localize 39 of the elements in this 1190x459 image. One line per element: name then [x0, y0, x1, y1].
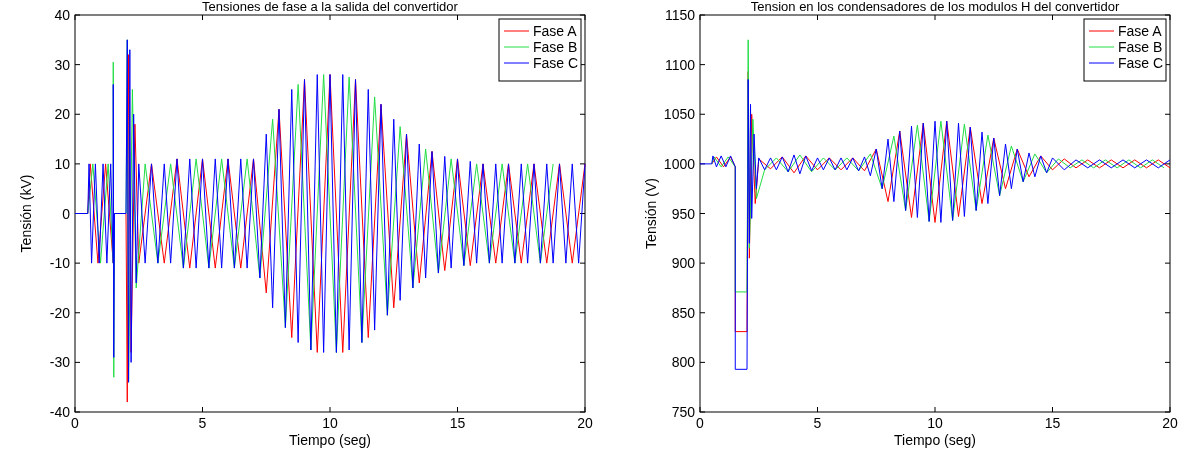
line-series	[699, 79, 1171, 370]
legend-label: Fase B	[533, 39, 578, 55]
x-tick-label: 20	[1162, 415, 1178, 431]
y-tick-label: 1150	[664, 7, 696, 23]
x-tick-label: 5	[198, 415, 207, 431]
y-tick-label: 20	[54, 106, 71, 123]
y-tick-label: 800	[671, 354, 696, 371]
chart-title: Tension en los condensadores de los modulos H del convertidor	[750, 0, 1120, 14]
y-tick-label: 40	[54, 7, 71, 23]
y-tick-label: 10	[54, 155, 71, 172]
y-axis-title: Tensión (V)	[643, 178, 659, 249]
y-axis-title: Tensión (kV)	[18, 174, 34, 253]
y-tick-label: 850	[671, 304, 696, 321]
x-axis-title: Tiempo (seg)	[894, 432, 976, 448]
x-tick-label: 5	[813, 415, 822, 431]
x-tick-label: 15	[449, 415, 466, 431]
y-tick-label: 900	[671, 255, 696, 272]
y-tick-label: -20	[49, 304, 71, 321]
legend-label: Fase B	[1118, 39, 1163, 55]
y-tick-label: 0	[62, 205, 71, 222]
x-tick-label: 20	[577, 415, 593, 431]
y-tick-label: -30	[49, 354, 71, 371]
legend-label: Fase A	[1118, 23, 1163, 39]
x-tick-label: 10	[322, 415, 338, 431]
y-tick-label: 750	[671, 404, 696, 420]
x-tick-label: 10	[927, 415, 943, 431]
x-tick-label: 15	[1044, 415, 1061, 431]
y-tick-label: -10	[49, 255, 71, 272]
y-tick-label: 950	[671, 205, 696, 222]
legend-label: Fase C	[1118, 55, 1164, 71]
legend-label: Fase C	[533, 55, 579, 71]
legend-label: Fase A	[533, 23, 578, 39]
y-tick-label: 1050	[663, 106, 696, 123]
x-axis-title: Tiempo (seg)	[289, 432, 371, 448]
y-tick-label: 1000	[663, 155, 696, 172]
y-tick-label: 1100	[664, 56, 696, 73]
chart-title: Tensiones de fase a la salida del convertidor	[202, 0, 459, 14]
y-tick-label: 30	[54, 56, 71, 73]
y-tick-label: -40	[49, 404, 71, 420]
